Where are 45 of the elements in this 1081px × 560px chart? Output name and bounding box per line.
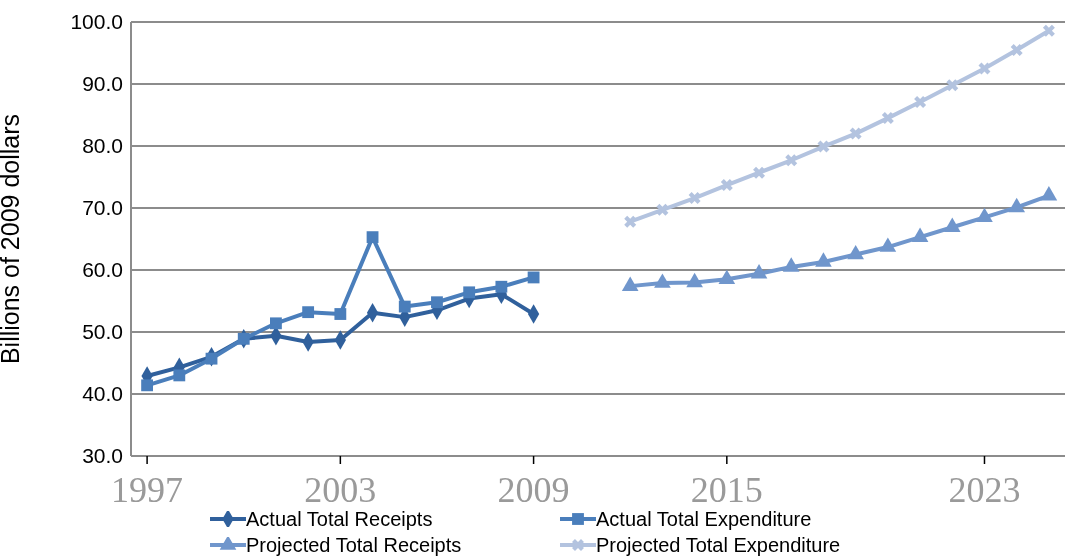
point bbox=[1010, 43, 1023, 56]
y-tick-label: 80.0 bbox=[82, 134, 123, 158]
point bbox=[720, 179, 733, 192]
x-tick-label: 2023 bbox=[948, 470, 1021, 510]
y-tick-label: 90.0 bbox=[82, 72, 123, 96]
y-tick-label: 100.0 bbox=[70, 10, 123, 34]
point bbox=[173, 369, 186, 382]
y-tick-label: 30.0 bbox=[82, 444, 123, 468]
x-tick-label: 2003 bbox=[304, 470, 377, 510]
point bbox=[463, 286, 476, 299]
point bbox=[914, 95, 927, 108]
point bbox=[205, 352, 218, 365]
y-axis-title: Billions of 2009 dollars bbox=[0, 113, 24, 365]
point bbox=[849, 127, 862, 140]
point bbox=[785, 154, 798, 167]
legend-label: Actual Total Receipts bbox=[246, 507, 433, 531]
point bbox=[656, 203, 669, 216]
point bbox=[495, 280, 508, 293]
point bbox=[753, 166, 766, 179]
point bbox=[334, 308, 347, 320]
point bbox=[431, 296, 443, 309]
point bbox=[141, 379, 154, 392]
point bbox=[946, 79, 959, 92]
legend-label: Actual Total Expenditure bbox=[596, 507, 812, 531]
point bbox=[270, 317, 282, 330]
point bbox=[688, 192, 701, 205]
x-tick-label: 1997 bbox=[111, 470, 184, 510]
point bbox=[527, 271, 540, 284]
point bbox=[366, 231, 379, 244]
point bbox=[1042, 24, 1055, 37]
point bbox=[624, 215, 637, 228]
legend-label: Projected Total Expenditure bbox=[596, 533, 841, 557]
y-tick-label: 50.0 bbox=[82, 320, 123, 344]
y-tick-label: 60.0 bbox=[82, 258, 123, 282]
point bbox=[302, 306, 315, 319]
y-tick-label: 40.0 bbox=[82, 382, 123, 406]
point bbox=[237, 332, 250, 345]
point bbox=[398, 300, 411, 313]
point bbox=[881, 112, 894, 125]
x-tick-label: 2015 bbox=[690, 470, 763, 510]
x-tick-label: 2009 bbox=[497, 470, 570, 510]
point bbox=[817, 140, 830, 153]
y-tick-label: 70.0 bbox=[82, 196, 123, 220]
point bbox=[978, 62, 991, 75]
legend-label: Projected Total Receipts bbox=[246, 533, 462, 557]
